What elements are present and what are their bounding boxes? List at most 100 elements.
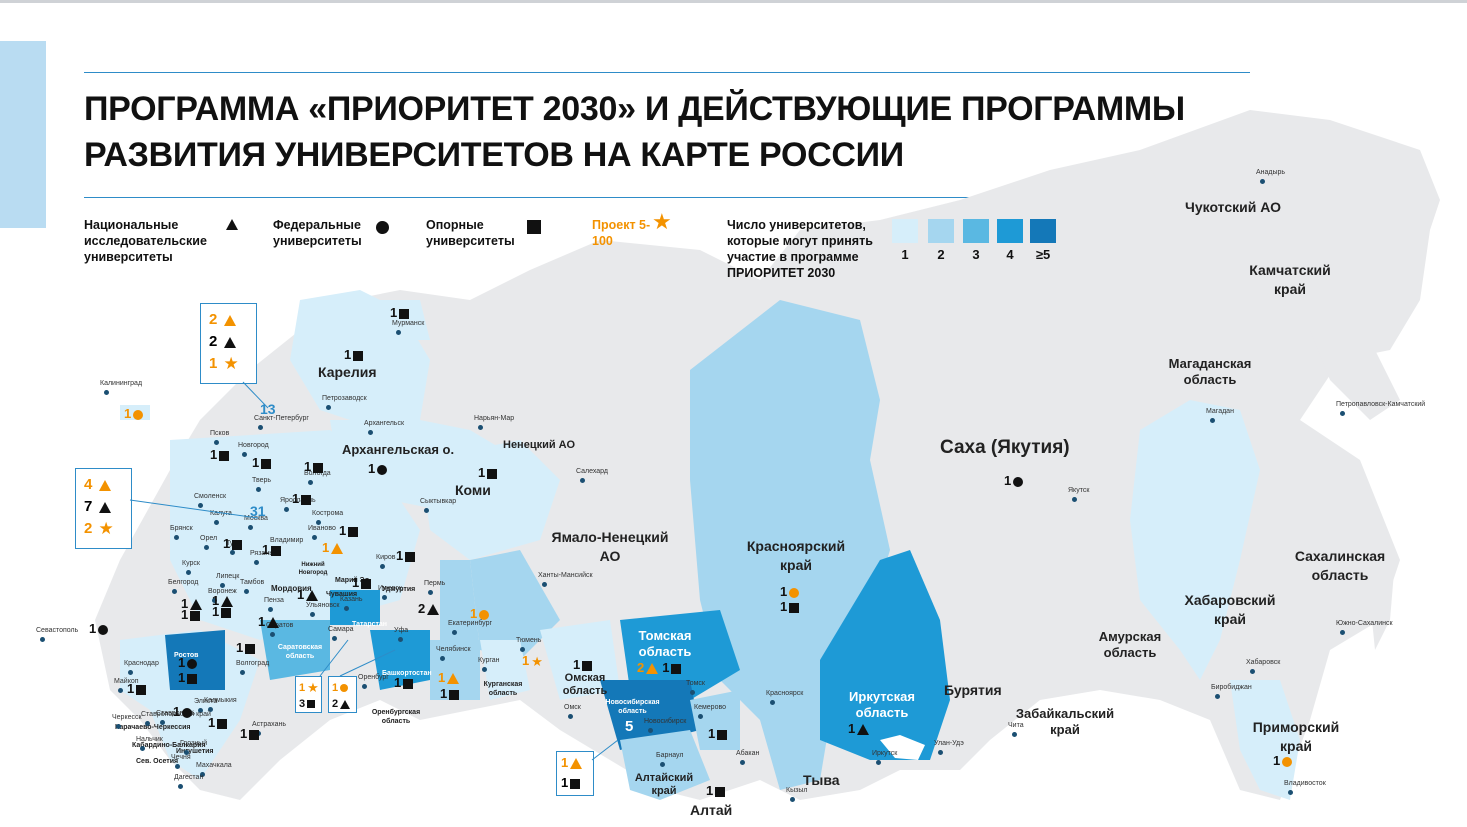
square-icon <box>301 494 312 505</box>
moscow-total: 31 <box>250 503 266 519</box>
scale-label-3: 3 <box>972 247 980 262</box>
scale-swatch-2 <box>928 219 954 243</box>
label-orenburg: Оренбургская область <box>371 709 421 725</box>
city-dot <box>520 647 525 652</box>
region-tatarstan <box>330 590 380 625</box>
count-krasnoyarsk-federal: 1 <box>780 585 800 599</box>
city-dot <box>1340 411 1345 416</box>
label-sakhalin: Сахалинская область <box>1294 548 1386 583</box>
label-amur: Амурская область <box>1098 629 1162 660</box>
square-icon <box>271 545 282 556</box>
city-dot <box>40 637 45 642</box>
city-dot <box>312 535 317 540</box>
count-irkutsk: 1 <box>848 722 870 736</box>
legend-support-label: Опорные университеты <box>426 218 515 248</box>
city-label: Самара <box>328 626 354 633</box>
circle-icon <box>187 658 198 669</box>
city-dot <box>316 520 321 525</box>
city-label: Салехард <box>576 468 608 475</box>
legend-triangle-icon <box>226 219 238 230</box>
city-dot <box>1340 630 1345 635</box>
triangle-orange-icon <box>570 758 583 770</box>
triangle-orange-icon <box>646 663 659 675</box>
city-label: Барнаул <box>656 752 684 759</box>
square-icon <box>449 689 460 700</box>
count-krasnoyarsk-support: 1 <box>780 600 800 614</box>
legend-project-label: Проект 5-100 <box>592 218 651 248</box>
city-label: Тюмень <box>516 637 542 644</box>
city-dot <box>118 688 123 693</box>
city-dot <box>198 503 203 508</box>
city-label: Черкесск <box>112 714 142 721</box>
city-dot <box>240 670 245 675</box>
label-khabarovsk: Хабаровский край <box>1184 592 1276 627</box>
label-chukotka: Чукотский АО <box>1185 199 1282 215</box>
legend-circle-icon <box>376 221 389 234</box>
city-label: Чита <box>1008 722 1024 729</box>
label-saratov: Саратовская область <box>277 644 323 660</box>
label-kurgan: Курганская область <box>483 681 523 697</box>
square-icon <box>221 607 232 618</box>
scale-label-2: 2 <box>937 247 945 262</box>
city-dot <box>254 560 259 565</box>
city-label: Улан-Удэ <box>934 740 964 747</box>
city-dot <box>1288 790 1293 795</box>
count-novgorod: 1 <box>252 456 272 470</box>
city-label: Иркутск <box>872 750 898 757</box>
city-dot <box>542 582 547 587</box>
city-dot <box>175 764 180 769</box>
scale-label-4: 4 <box>1006 247 1014 262</box>
city-dot <box>104 390 109 395</box>
city-dot <box>398 637 403 642</box>
city-dot <box>308 480 313 485</box>
city-label: Омск <box>564 704 581 711</box>
region-european-center <box>170 430 420 640</box>
square-icon <box>403 678 414 689</box>
city-label: Нарьян-Мар <box>474 415 515 422</box>
city-dot <box>332 636 337 641</box>
novosibirsk-support: 1 <box>557 773 593 793</box>
circle-icon <box>1013 476 1024 487</box>
city-label: Пермь <box>424 580 446 587</box>
circle-orange-icon <box>340 684 349 693</box>
novosibirsk-callout: 1 1 <box>556 751 594 796</box>
count-primorye: 1 <box>1273 754 1293 768</box>
square-icon <box>187 673 198 684</box>
city-dot <box>212 598 217 603</box>
city-dot <box>214 440 219 445</box>
count-tula: 1 <box>223 537 243 551</box>
count-altai: 1 <box>706 784 726 798</box>
city-dot <box>580 478 585 483</box>
city-dot <box>230 550 235 555</box>
count-mordovia: 1 <box>297 588 319 602</box>
city-label: Новосибирск <box>644 718 687 725</box>
count-chelyabinsk-support: 1 <box>440 687 460 701</box>
city-dot <box>198 708 203 713</box>
city-label: Рязань <box>250 550 273 557</box>
city-label: Екатеринбург <box>448 620 493 627</box>
label-chuvashia: Чувашия <box>326 591 358 598</box>
city-dot <box>145 721 150 726</box>
moscow-callout: 4 7 2 ★ <box>75 468 132 549</box>
square-icon <box>261 458 272 469</box>
city-dot <box>382 595 387 600</box>
triangle-icon <box>857 724 870 736</box>
city-label: Элиста <box>194 698 218 705</box>
count-yakutia: 1 <box>1004 474 1024 488</box>
square-icon <box>671 663 682 674</box>
circle-icon <box>182 707 193 718</box>
city-dot <box>174 535 179 540</box>
city-label: Майкоп <box>114 678 139 685</box>
label-kchr: Карачаево-Черкессия <box>115 724 191 731</box>
city-label: Челябинск <box>436 646 471 653</box>
city-dot <box>270 632 275 637</box>
count-stavropol: 1 <box>173 705 193 719</box>
city-label: Биробиджан <box>1211 684 1252 691</box>
city-label: Чечня <box>171 754 191 761</box>
city-label: Санкт-Петербург <box>254 415 309 422</box>
city-dot <box>208 707 213 712</box>
spb-total: 13 <box>260 401 276 417</box>
city-label: Дагестан <box>174 774 204 781</box>
